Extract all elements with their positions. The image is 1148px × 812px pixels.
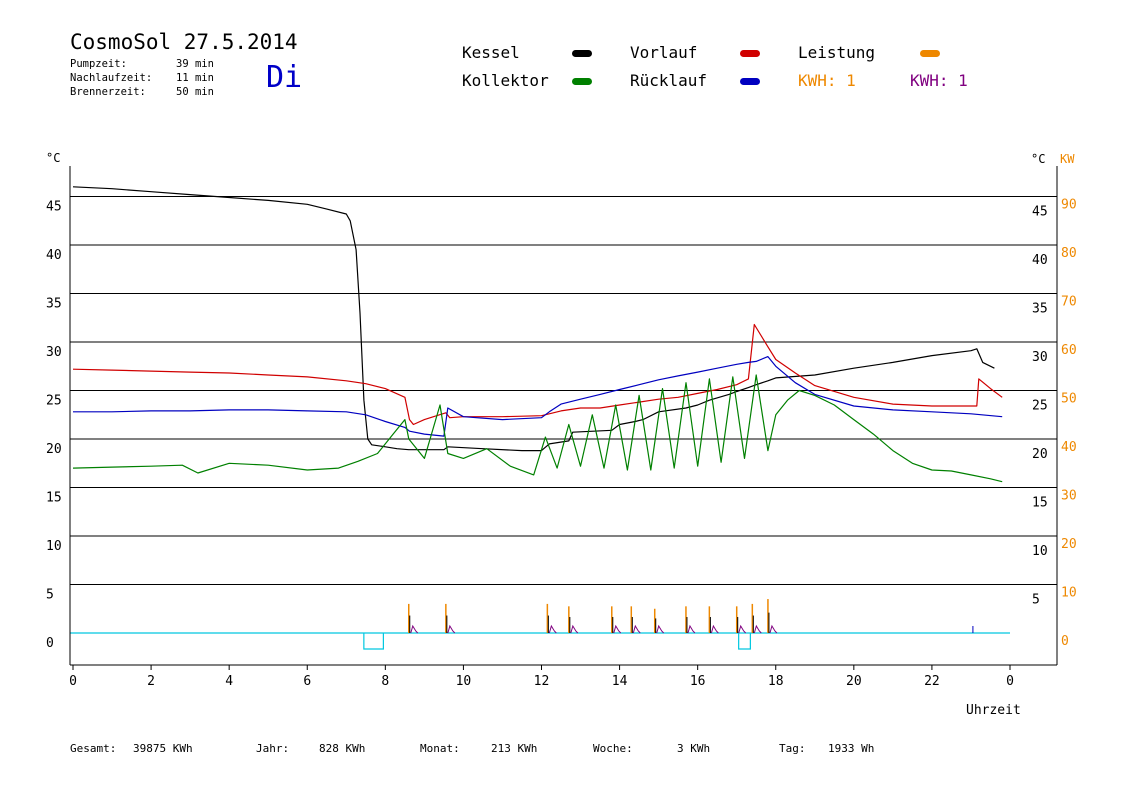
series-ruecklauf [73, 356, 1003, 437]
legend-ruecklauf-label: Rücklauf [630, 71, 708, 90]
y-tick-label-left: 45 [46, 200, 62, 215]
page-title: CosmoSol 27.5.2014 [70, 30, 298, 54]
legend-vorlauf-swatch [740, 50, 760, 57]
monat-value: 213 KWh [491, 742, 538, 755]
axes [69, 166, 1058, 670]
pump-pulse [738, 633, 751, 650]
y-tick-label-left: 30 [46, 345, 62, 360]
brennerzeit-value: 50 min [176, 86, 214, 98]
weekday-label: Di [266, 60, 303, 95]
woche-label: Woche: [593, 742, 633, 755]
grid-lines [70, 196, 1057, 585]
kwh-bump [632, 624, 641, 634]
legend-kwh-orange: KWH: 1 [798, 71, 856, 90]
tag-label: Tag: [779, 742, 806, 755]
series-vorlauf [72, 323, 1003, 426]
y-tick-label-right: 15 [1032, 496, 1048, 511]
y-tick-label-right: 45 [1032, 205, 1048, 220]
kwh-bump [753, 624, 762, 634]
tag-value: 1933 Wh [828, 742, 875, 755]
y-tick-label-left: 15 [46, 491, 62, 506]
pump-pulse [363, 633, 384, 650]
x-tick-label: 0 [69, 674, 77, 689]
y-tick-label-kw: 10 [1061, 586, 1077, 601]
y-tick-label-kw: 60 [1061, 343, 1077, 358]
x-tick-label: 6 [303, 674, 311, 689]
legend-ruecklauf-swatch [740, 78, 760, 85]
y-tick-label-right: 30 [1032, 350, 1048, 365]
y-tick-label-left: 0 [46, 636, 54, 651]
y-axis-unit-right: °C [1031, 152, 1045, 166]
x-tick-label: 14 [612, 674, 628, 689]
y-axis-unit-kw: KW [1060, 152, 1075, 166]
y-tick-label-right: 40 [1032, 253, 1048, 268]
y-tick-label-left: 25 [46, 394, 62, 409]
y-tick-label-left: 5 [46, 588, 54, 603]
x-tick-label: 12 [534, 674, 550, 689]
brennerzeit-label: Brennerzeit: [70, 86, 146, 98]
gesamt-label: Gesamt: [70, 742, 117, 755]
kwh-bump [738, 624, 747, 634]
y-tick-label-kw: 80 [1061, 246, 1077, 261]
kwh-bump [656, 624, 665, 634]
tick-labels: 0 2 4 6 8 10 12 14 16 18 20 22 0 0 5 10 15 20 25 30 35 40 45 5 1… [46, 151, 1077, 718]
y-tick-label-kw: 40 [1061, 440, 1077, 455]
y-axis-unit-left: °C [46, 151, 60, 165]
x-tick-label: 2 [147, 674, 155, 689]
x-tick-label: 0 [1006, 674, 1014, 689]
monat-label: Monat: [420, 742, 460, 755]
x-tick-label: 16 [690, 674, 706, 689]
series-lines [70, 186, 1010, 650]
kwh-bump [613, 624, 622, 634]
kwh-bump [687, 624, 696, 634]
kwh-bump [548, 624, 557, 634]
x-tick-label: 18 [768, 674, 784, 689]
series-kessel [72, 186, 995, 452]
jahr-value: 828 KWh [319, 742, 366, 755]
legend-kessel-swatch [572, 50, 592, 57]
pumpzeit-value: 39 min [176, 58, 214, 70]
y-tick-label-kw: 0 [1061, 634, 1069, 649]
series-kollektor [72, 374, 1003, 483]
kwh-bump [447, 624, 456, 634]
y-tick-label-kw: 90 [1061, 198, 1077, 213]
y-tick-label-kw: 30 [1061, 489, 1077, 504]
y-tick-label-right: 10 [1032, 544, 1048, 559]
y-tick-label-right: 35 [1032, 302, 1048, 317]
legend-vorlauf-label: Vorlauf [630, 43, 698, 62]
x-tick-label: 10 [456, 674, 472, 689]
y-tick-label-kw: 50 [1061, 392, 1077, 407]
nachlaufzeit-value: 11 min [176, 72, 214, 84]
x-tick-label: 8 [381, 674, 389, 689]
legend-leistung-label: Leistung [798, 43, 876, 62]
kwh-bump [710, 624, 719, 634]
kwh-bump [410, 624, 419, 634]
y-tick-label-left: 20 [46, 442, 62, 457]
y-tick-label-left: 35 [46, 297, 62, 312]
nachlaufzeit-label: Nachlaufzeit: [70, 72, 153, 84]
legend-kwh-purple: KWH: 1 [910, 71, 968, 90]
y-tick-label-right: 20 [1032, 447, 1048, 462]
legend-kessel-label: Kessel [462, 43, 520, 62]
woche-value: 3 KWh [677, 742, 711, 755]
kwh-bump [769, 624, 778, 634]
legend-leistung-swatch [920, 50, 940, 57]
y-tick-label-right: 5 [1032, 593, 1040, 608]
y-tick-label-kw: 20 [1061, 537, 1077, 552]
y-tick-label-kw: 70 [1061, 295, 1077, 310]
x-axis-title: Uhrzeit [966, 703, 1021, 718]
kwh-bump [570, 624, 579, 634]
y-tick-label-left: 10 [46, 539, 62, 554]
jahr-label: Jahr: [256, 742, 290, 755]
legend-kollektor-label: Kollektor [462, 71, 549, 90]
x-tick-label: 22 [924, 674, 940, 689]
y-tick-label-left: 40 [46, 248, 62, 263]
y-tick-label-right: 25 [1032, 399, 1048, 414]
pumpzeit-label: Pumpzeit: [70, 58, 127, 70]
gesamt-value: 39875 KWh [133, 742, 193, 755]
x-tick-label: 20 [846, 674, 862, 689]
x-tick-label: 4 [225, 674, 233, 689]
legend-kollektor-swatch [572, 78, 592, 85]
